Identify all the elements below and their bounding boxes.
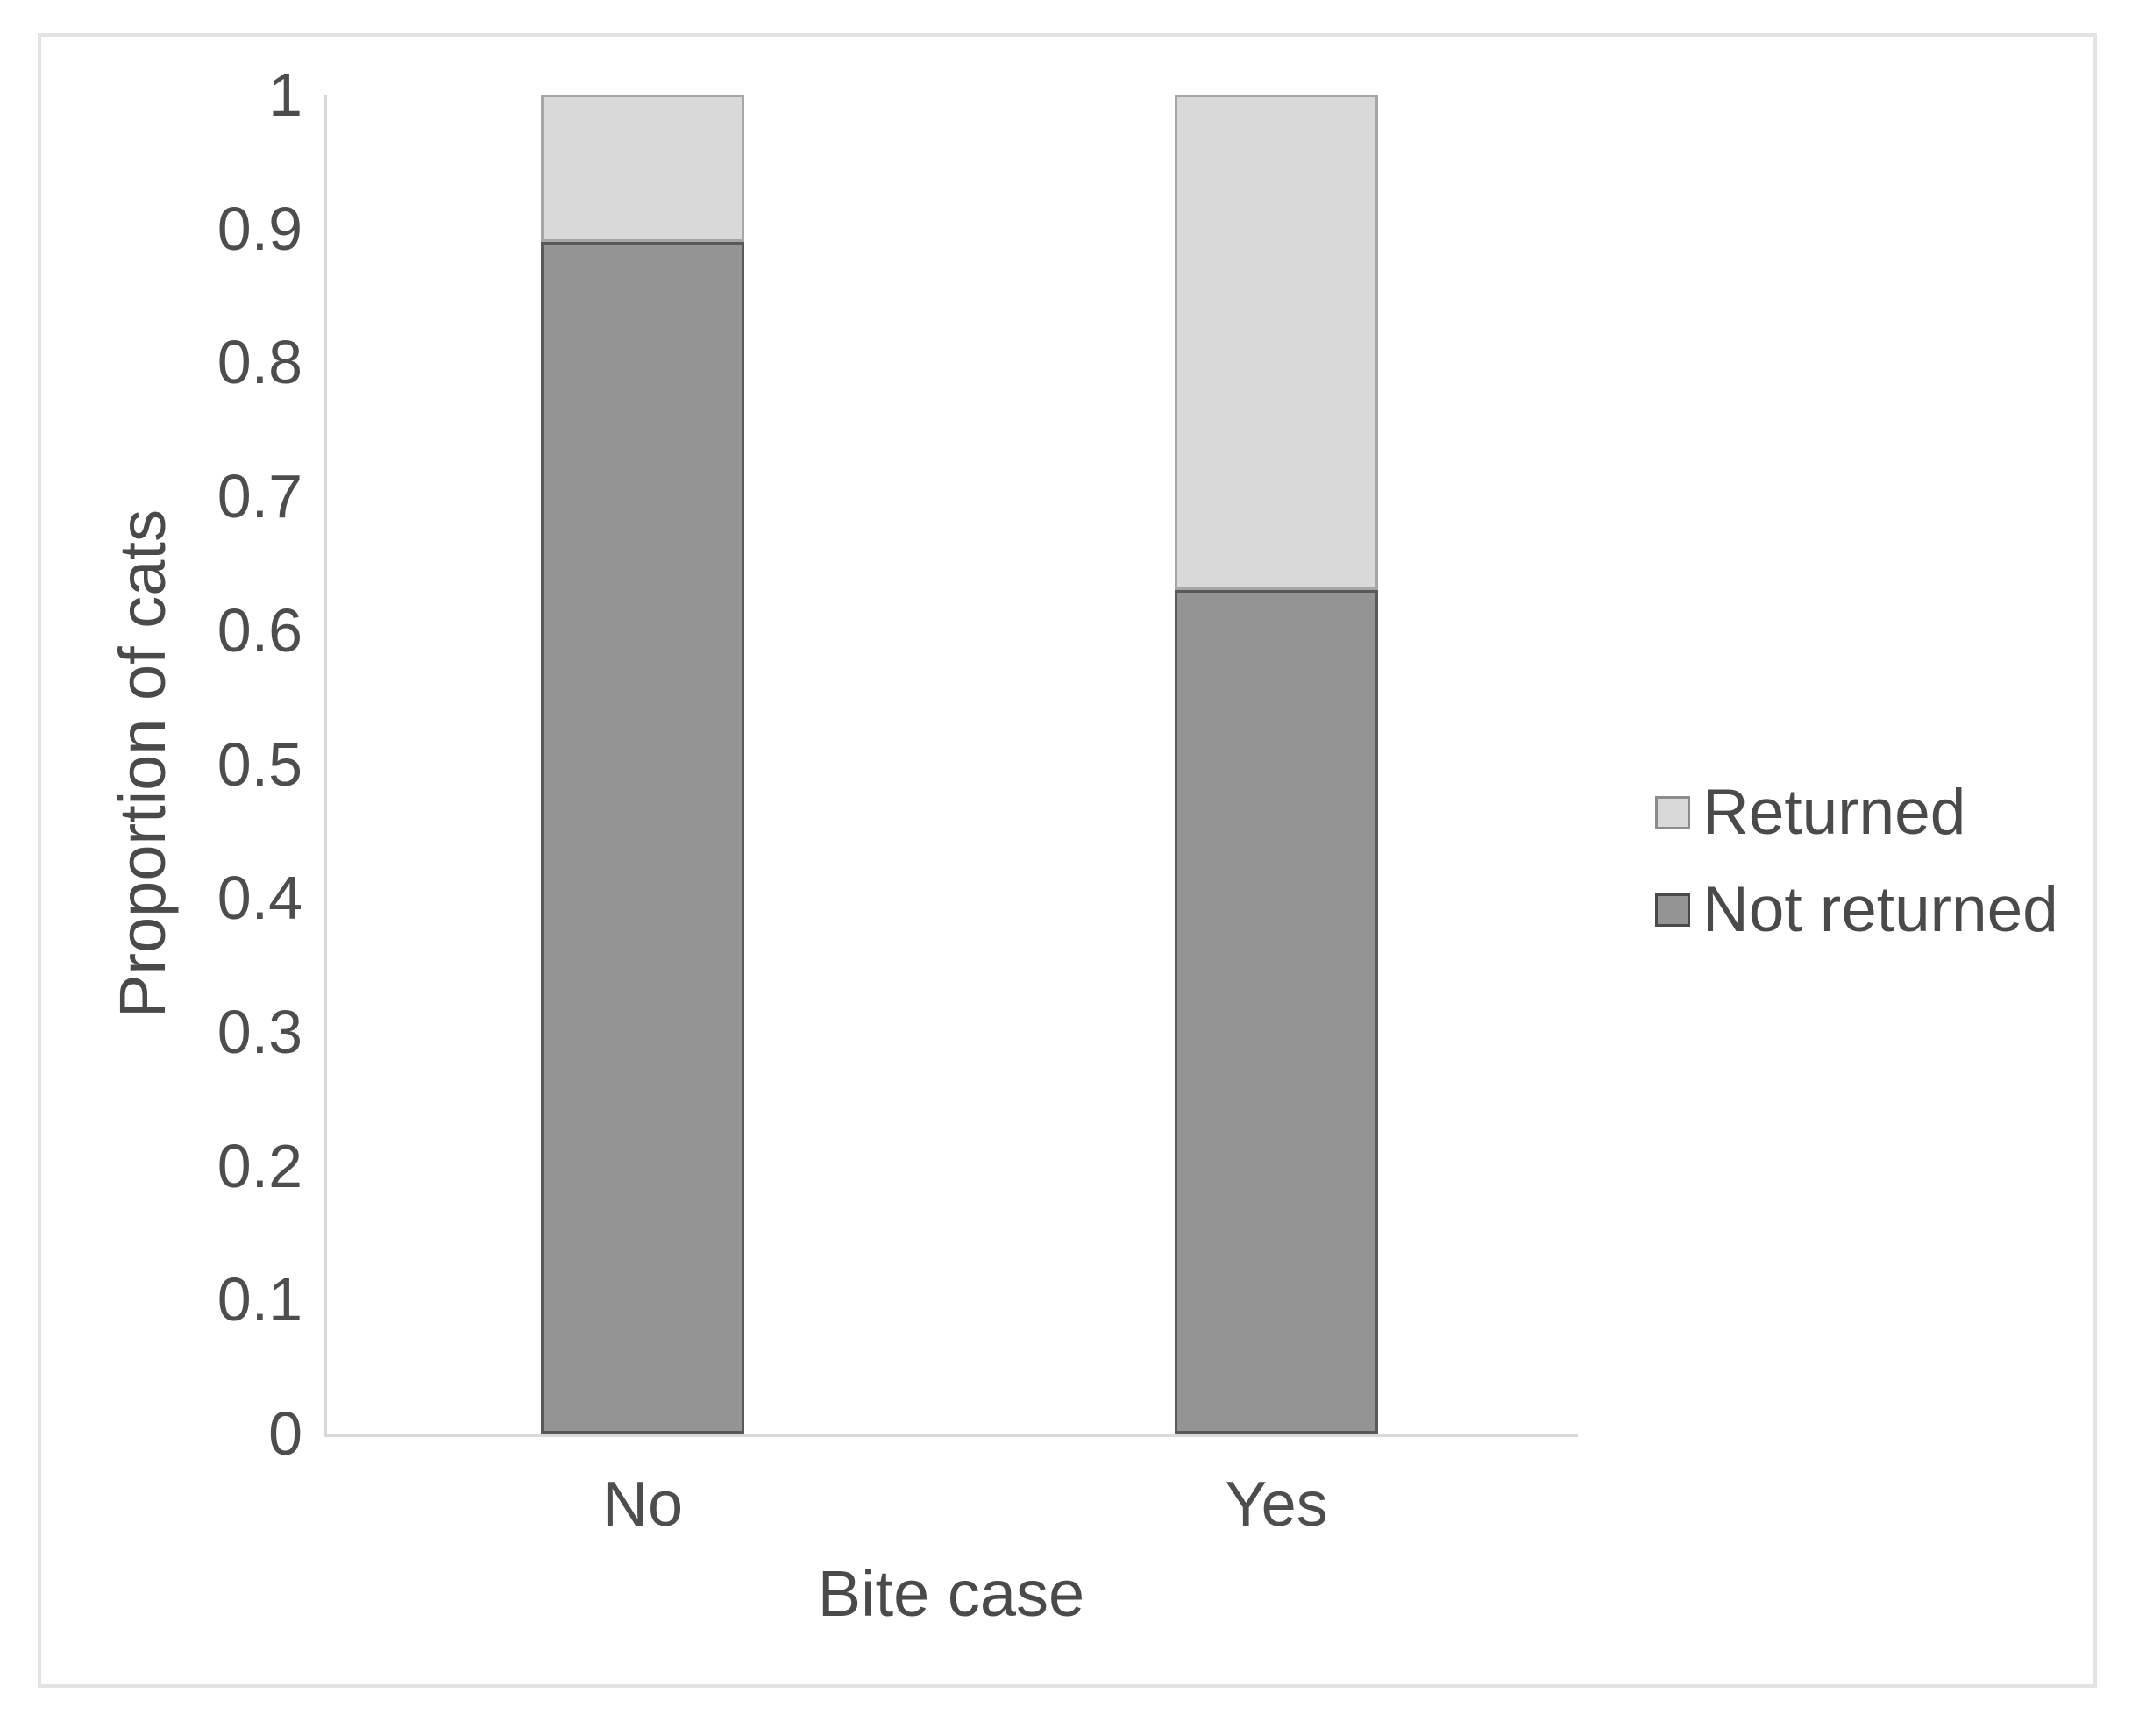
bar-segment-no-returned <box>541 95 744 242</box>
x-axis-title: Bite case <box>817 1557 1085 1630</box>
legend-item-not-returned: Not returned <box>1655 874 2058 945</box>
y-axis-title: Proportion of cats <box>106 509 179 1018</box>
x-axis-line <box>324 1434 1578 1437</box>
x-tick-label-yes: Yes <box>1225 1469 1328 1540</box>
y-tick-label: 0.8 <box>217 328 302 397</box>
y-tick-label: 0.6 <box>217 595 302 665</box>
figure-border <box>38 33 2097 1688</box>
y-tick-label: 1 <box>268 60 302 129</box>
legend-item-returned: Returned <box>1655 777 1966 848</box>
bar-segment-no-not-returned <box>541 241 744 1434</box>
y-tick-label: 0.5 <box>217 729 302 799</box>
y-axis-line <box>324 95 327 1436</box>
legend-label: Returned <box>1702 777 1966 848</box>
y-tick-label: 0.2 <box>217 1131 302 1200</box>
bar-segment-yes-not-returned <box>1175 589 1378 1434</box>
legend-swatch-icon <box>1655 893 1690 927</box>
legend-swatch-icon <box>1655 796 1690 829</box>
x-tick-label-no: No <box>601 1469 684 1540</box>
y-tick-label: 0.4 <box>217 864 302 933</box>
y-tick-label: 0.7 <box>217 462 302 531</box>
y-tick-label: 0.1 <box>217 1265 302 1334</box>
bar-segment-yes-returned <box>1175 95 1378 590</box>
y-tick-label: 0 <box>268 1399 302 1468</box>
y-tick-label: 0.9 <box>217 194 302 263</box>
y-tick-label: 0.3 <box>217 997 302 1066</box>
legend-label: Not returned <box>1702 874 2058 945</box>
